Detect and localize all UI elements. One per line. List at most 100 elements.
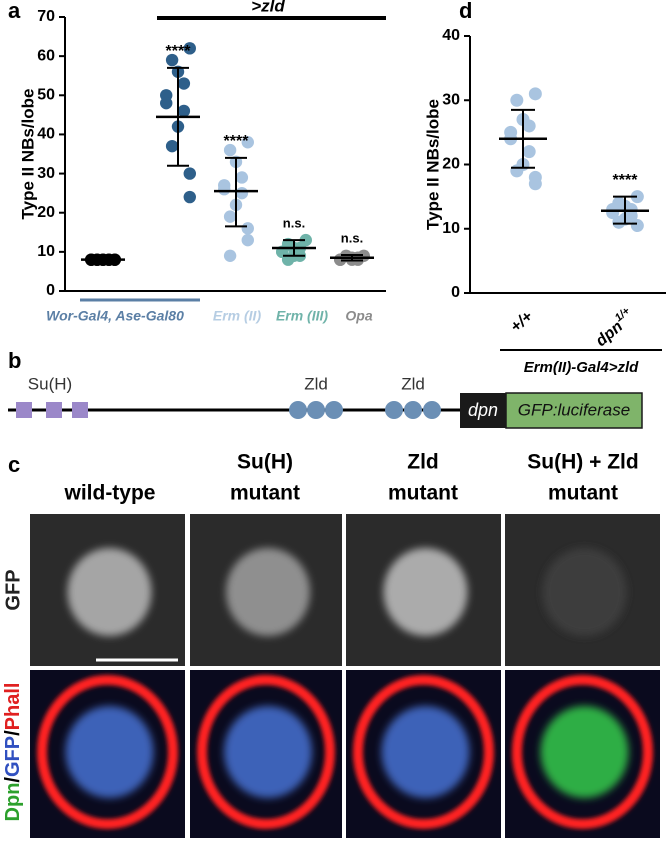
dot-plot: 0 10 20 30 40 Type II NBs/lobe **** +/+ dpn1/+ Er… <box>423 27 666 376</box>
data-point <box>177 104 191 118</box>
y-tick-label: 10 <box>442 220 460 237</box>
y-axis-label: Type II NBs/lobe <box>423 99 442 230</box>
zld-site <box>307 401 325 419</box>
row-label-part: / <box>2 777 24 783</box>
panel-letter: c <box>8 452 20 477</box>
data-point <box>528 177 542 191</box>
gfp-nucleus <box>383 548 468 636</box>
panel-c: wild-type Su(H) mutant Zld mutant Su(H) … <box>2 451 660 838</box>
y-tick-label: 30 <box>442 91 460 108</box>
column-header: mutant <box>230 482 300 505</box>
cell-membrane <box>197 675 335 829</box>
panel-letter: b <box>8 348 21 373</box>
data-point <box>160 96 173 110</box>
data-point <box>183 42 196 55</box>
data-point <box>177 77 191 90</box>
suh-site <box>46 402 62 418</box>
dot-plot: 0 10 20 30 40 50 60 70 Type II NBs/lobe **** **** n… <box>18 0 386 324</box>
data-point <box>235 186 249 200</box>
zld-site <box>325 401 343 419</box>
significance: **** <box>224 133 250 150</box>
micrograph-grid <box>30 514 660 838</box>
genotype-label: Erm(II)-Gal4>zld <box>524 359 639 376</box>
column-header: mutant <box>548 482 618 505</box>
cell-membrane <box>353 675 494 829</box>
group-label: Erm (II) <box>213 308 262 324</box>
gfp-nucleus <box>542 548 627 636</box>
treatment-label: >zld <box>251 0 285 15</box>
y-tick-label: 70 <box>37 8 55 25</box>
suh-site <box>72 402 88 418</box>
column-header: Su(H) + Zld <box>527 451 638 474</box>
group-label: Wor-Gal4, Ase-Gal80 <box>46 308 184 324</box>
data-point <box>528 87 542 101</box>
y-tick-label: 20 <box>442 156 460 173</box>
x-tick-label-text: +/+ <box>508 308 537 336</box>
x-tick-label: +/+ <box>508 308 537 336</box>
data-point <box>612 215 626 229</box>
y-tick-label: 60 <box>37 47 55 64</box>
data-point <box>223 249 237 262</box>
data-point <box>183 167 196 180</box>
merge-nucleus <box>65 706 154 798</box>
row-label-part: Dpn <box>2 783 24 822</box>
data-point <box>522 145 536 159</box>
merge-nucleus <box>381 706 470 798</box>
data-point <box>165 139 179 153</box>
data-point <box>241 136 254 149</box>
y-tick-label: 0 <box>451 284 460 301</box>
data-point <box>522 119 536 133</box>
y-tick-label: 40 <box>442 27 460 44</box>
merge-nucleus <box>540 706 629 798</box>
gfp-nucleus <box>226 548 310 636</box>
column-header: Su(H) <box>237 451 293 474</box>
zld-site <box>385 401 403 419</box>
panel-letter: d <box>459 0 472 23</box>
data-point <box>223 143 237 157</box>
plots: a b c d 0 10 20 30 40 50 60 70 Type II NBs/lobe **** *… <box>8 0 666 477</box>
y-tick-label: 0 <box>46 282 55 299</box>
promoter-label: dpn <box>468 400 498 420</box>
data-point <box>241 222 254 235</box>
row-label-part: Phall <box>2 683 24 731</box>
row-label-part: / <box>2 730 24 736</box>
significance: **** <box>166 43 192 60</box>
reporter-label: GFP:luciferase <box>518 400 630 419</box>
merge-nucleus <box>224 706 312 798</box>
data-point <box>165 53 179 67</box>
y-tick-label: 10 <box>37 243 55 260</box>
row-label: GFP <box>2 569 24 610</box>
data-point <box>223 210 237 223</box>
panel-b-diagram: Su(H) Zld Zld dpn GFP:luciferase <box>8 374 643 429</box>
column-header: wild-type <box>63 482 155 505</box>
column-header: Zld <box>407 451 439 474</box>
group-label: Erm (III) <box>276 308 328 324</box>
y-tick-label: 40 <box>37 126 55 143</box>
column-header: mutant <box>388 482 458 505</box>
data-point <box>218 183 231 196</box>
data-point <box>606 206 620 220</box>
y-axis-label: Type II NBs/lobe <box>18 89 37 220</box>
data-point <box>630 190 644 204</box>
row-label-part: GFP <box>2 736 24 777</box>
y-tick-label: 50 <box>37 87 55 104</box>
cell-membrane <box>512 675 653 829</box>
promoter-box <box>460 393 506 428</box>
significance: **** <box>613 172 639 189</box>
cell-membrane <box>37 675 178 829</box>
data-point <box>241 233 254 247</box>
x-tick-label: dpn1/+ <box>590 305 639 351</box>
data-point <box>630 219 644 233</box>
suh-site <box>16 402 32 418</box>
site-label: Zld <box>304 374 328 393</box>
data-point <box>235 171 249 184</box>
site-label: Su(H) <box>28 374 72 393</box>
data-point <box>510 93 524 107</box>
significance: n.s. <box>341 230 363 245</box>
gfp-nucleus <box>67 548 152 636</box>
group-label: Opa <box>345 308 372 324</box>
y-tick-label: 30 <box>37 165 55 182</box>
significance: n.s. <box>283 216 305 231</box>
data-point <box>183 190 196 204</box>
